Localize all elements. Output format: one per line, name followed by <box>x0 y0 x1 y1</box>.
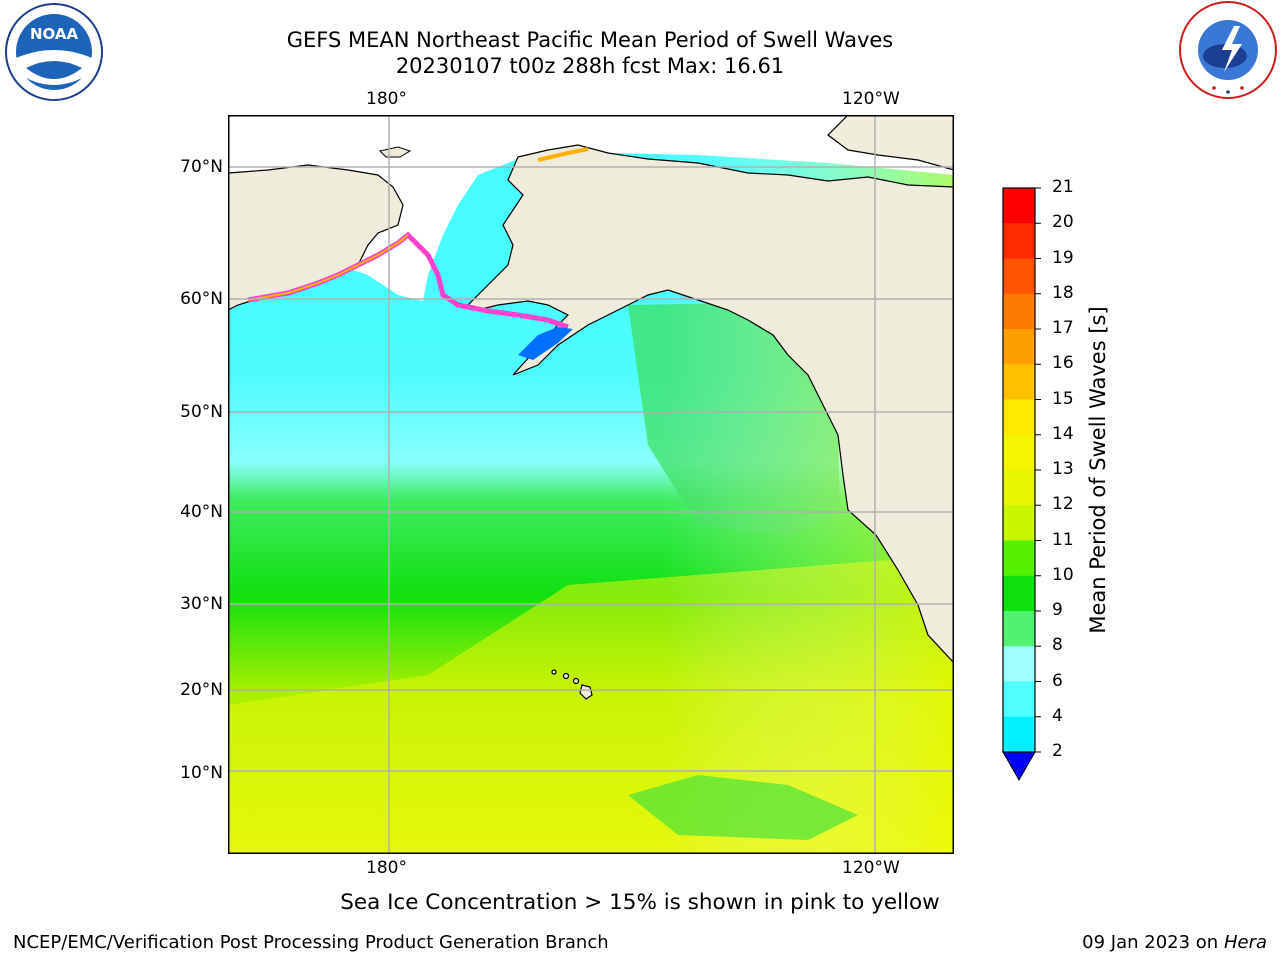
white-arctic-area <box>228 115 954 310</box>
colorbar-segment <box>1003 470 1035 506</box>
chart-subtitle: 20230107 t00z 288h fcst Max: 16.61 <box>395 54 785 78</box>
colorbar-tick-label: 21 <box>1052 177 1074 197</box>
colorbar-tick-label: 6 <box>1052 670 1063 691</box>
colorbar-tick-label: 14 <box>1052 423 1074 444</box>
land-arctic-islands <box>827 115 954 171</box>
colorbar-segment <box>1003 329 1035 365</box>
colorbar-tick-label: 15 <box>1052 388 1074 409</box>
colorbar-segment <box>1003 716 1035 753</box>
sea-ice-note: Sea Ice Concentration > 15% is shown in … <box>340 890 940 915</box>
colorbar <box>1002 187 1041 782</box>
noaa-logo: NOAA <box>4 2 104 102</box>
lon-label-top-180: 180° <box>366 89 407 109</box>
colorbar-label: Mean Period of Swell Waves [s] <box>1086 306 1110 634</box>
colorbar-tick-label: 20 <box>1052 212 1074 233</box>
colorbar-tick-label: 12 <box>1052 494 1074 515</box>
colorbar-min-extension <box>1002 751 1036 782</box>
footer-right: 09 Jan 2023 on Hera <box>1082 932 1267 953</box>
colorbar-tick-label: 4 <box>1052 705 1063 726</box>
lon-label-bottom-180: 180° <box>366 858 407 878</box>
nws-logo <box>1178 0 1278 100</box>
lat-label-60n: 60°N <box>180 289 223 309</box>
lat-label-20n: 20°N <box>180 680 223 700</box>
colorbar-tick-label: 17 <box>1052 318 1074 338</box>
colorbar-tick-label: 2 <box>1052 741 1063 761</box>
colorbar-segment <box>1003 258 1035 295</box>
colorbar-segment <box>1003 434 1035 471</box>
colorbar-segment <box>1003 293 1035 330</box>
colorbar-tick-label: 19 <box>1052 247 1074 268</box>
lon-label-top-120w: 120°W <box>842 89 900 109</box>
colorbar-tick-label: 13 <box>1052 459 1074 479</box>
svg-text:NOAA: NOAA <box>30 25 79 43</box>
colorbar-tick-label: 16 <box>1052 353 1074 374</box>
hawaii-islands <box>551 669 593 700</box>
colorbar-tick-label: 8 <box>1052 635 1063 656</box>
colorbar-segment <box>1003 399 1035 436</box>
colorbar-tick-label: 10 <box>1052 564 1074 585</box>
chart-title: GEFS MEAN Northeast Pacific Mean Period … <box>286 28 894 52</box>
land-alaska-canada <box>466 144 954 664</box>
footer-host: Hera <box>1223 932 1267 953</box>
graticule <box>228 115 954 854</box>
lat-label-50n: 50°N <box>180 402 223 422</box>
colorbar-segment <box>1003 611 1035 647</box>
bristol-bay-patch <box>518 327 573 360</box>
colorbar-segment <box>1003 505 1035 541</box>
lat-label-30n: 30°N <box>180 594 223 614</box>
footer-left: NCEP/EMC/Verification Post Processing Pr… <box>13 932 609 953</box>
map-plot <box>228 115 954 854</box>
colorbar-segment <box>1003 681 1035 718</box>
lat-label-70n: 70°N <box>180 157 223 177</box>
colorbar-tick-label: 11 <box>1052 529 1074 550</box>
lat-label-40n: 40°N <box>180 502 223 522</box>
colorbar-segment <box>1003 540 1035 577</box>
colorbar-segment <box>1003 364 1035 400</box>
colorbar-segment <box>1003 223 1035 259</box>
colorbar-segment <box>1003 188 1035 224</box>
colorbar-tick-label: 9 <box>1052 600 1063 620</box>
colorbar-segment <box>1003 575 1035 612</box>
lat-label-10n: 10°N <box>180 763 223 783</box>
footer-date: 09 Jan 2023 on <box>1082 932 1224 953</box>
lon-label-bottom-120w: 120°W <box>842 858 900 878</box>
colorbar-segment <box>1003 646 1035 682</box>
colorbar-tick-label: 18 <box>1052 282 1074 303</box>
green-tropical-patch <box>628 775 858 840</box>
